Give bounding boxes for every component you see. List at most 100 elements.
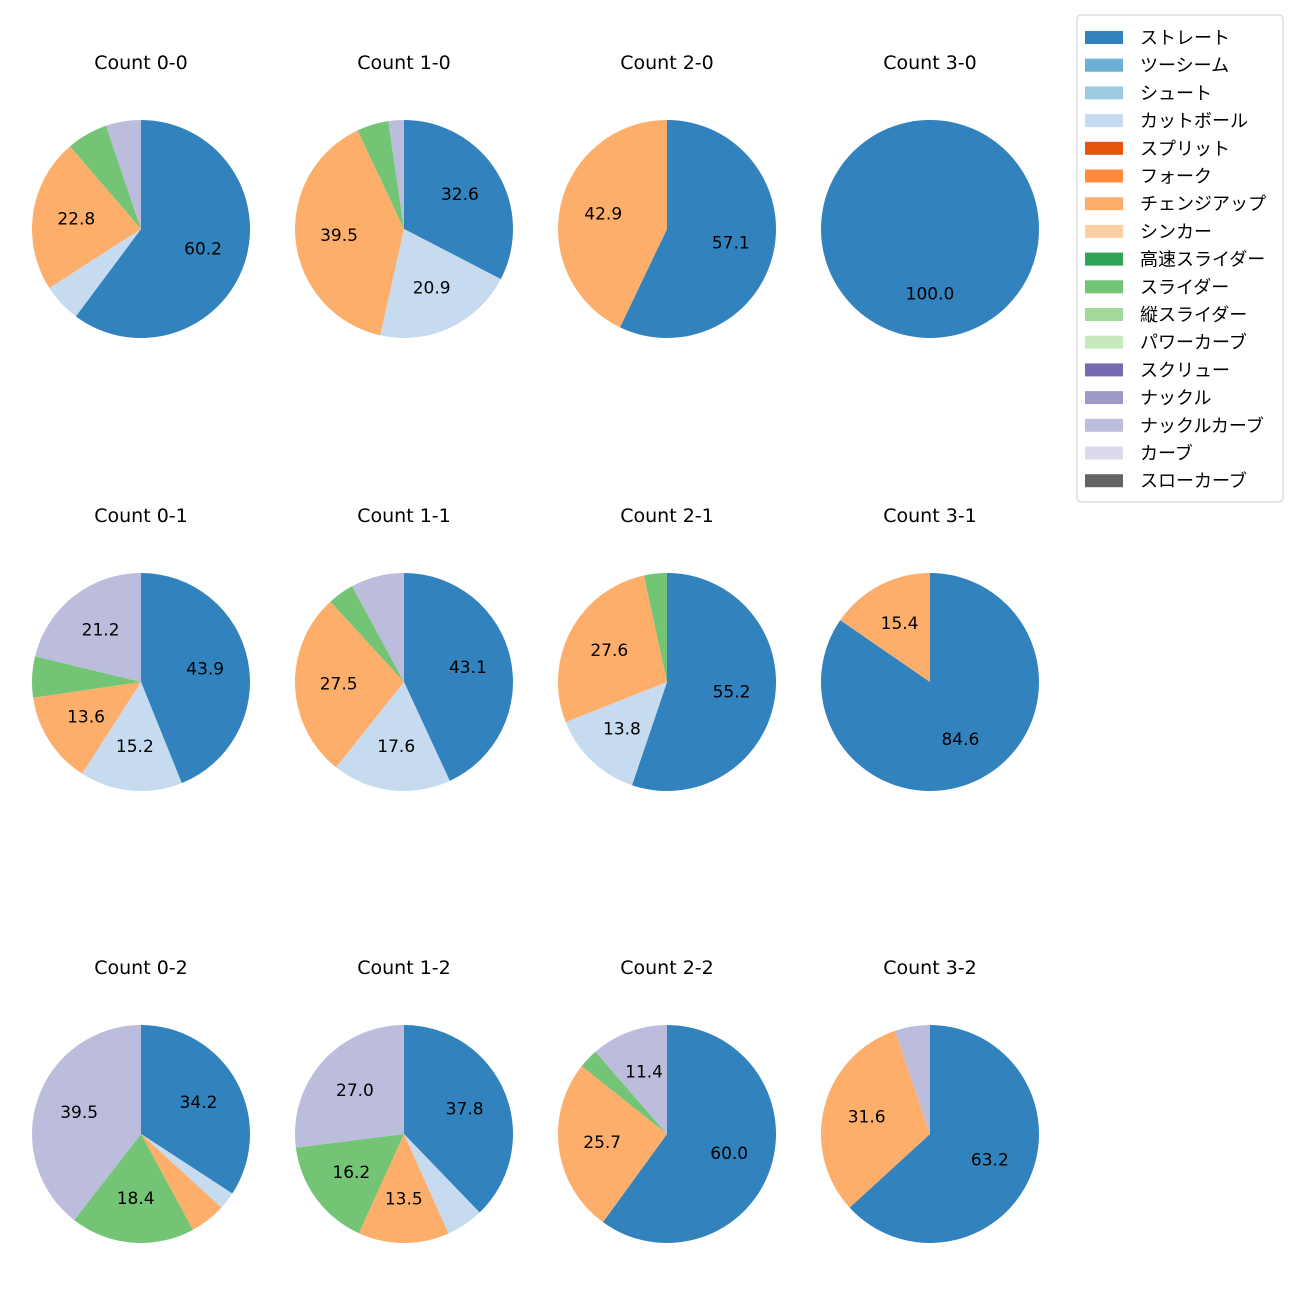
pie-slice bbox=[820, 1030, 930, 1208]
slice-label: 22.8 bbox=[57, 210, 95, 230]
legend-swatch bbox=[1085, 335, 1123, 349]
slice-label: 63.2 bbox=[971, 1150, 1009, 1170]
pie-slice bbox=[82, 682, 182, 791]
pie-slice bbox=[336, 682, 450, 791]
legend-swatch bbox=[1085, 308, 1123, 321]
pie-slice bbox=[558, 120, 667, 328]
slice-label: 43.9 bbox=[186, 660, 224, 680]
legend-label: スプリット bbox=[1140, 139, 1230, 160]
legend-label: カットボール bbox=[1140, 111, 1248, 132]
legend-label: カーブ bbox=[1140, 443, 1193, 465]
legend-label: スクリュー bbox=[1140, 360, 1230, 381]
pie-title: Count 1-2 bbox=[357, 957, 451, 979]
legend-item: 縦スライダー bbox=[1085, 305, 1247, 326]
legend-label: ナックルカーブ bbox=[1140, 415, 1264, 437]
legend-frame bbox=[1076, 14, 1284, 503]
pie-slice bbox=[557, 1066, 667, 1223]
pie-title: Count 2-0 bbox=[620, 52, 714, 74]
legend-swatch bbox=[1085, 418, 1123, 432]
legend-item: ツーシーム bbox=[1085, 56, 1229, 77]
slice-label: 20.9 bbox=[413, 278, 451, 298]
slice-label: 60.2 bbox=[184, 240, 222, 260]
pie-slice bbox=[595, 1025, 667, 1134]
slice-label: 60.0 bbox=[710, 1144, 748, 1164]
pie-title: Count 0-1 bbox=[94, 505, 188, 527]
legend-item: パワーカーブ bbox=[1085, 332, 1247, 354]
pie-title: Count 3-2 bbox=[883, 957, 977, 979]
legend-swatch bbox=[1085, 169, 1123, 183]
pie-slice bbox=[821, 120, 1039, 338]
slice-label: 43.1 bbox=[449, 658, 487, 678]
pie-title: Count 3-0 bbox=[883, 52, 977, 74]
pie-slice bbox=[380, 229, 501, 338]
pie-slice bbox=[141, 573, 250, 784]
legend-item: スライダー bbox=[1085, 277, 1229, 298]
pie-12: Count 3-2 63.2 31.6 bbox=[820, 957, 1039, 1243]
pie-slice bbox=[388, 120, 404, 229]
slice-label: 15.4 bbox=[881, 614, 919, 634]
legend: ストレートツーシームシュートカットボールスプリットフォークチェンジアップシンカー… bbox=[1076, 14, 1284, 503]
pie-slice bbox=[106, 120, 141, 229]
legend-label: ナックル bbox=[1140, 388, 1211, 409]
slice-label: 34.2 bbox=[180, 1093, 218, 1113]
slice-label: 13.5 bbox=[385, 1189, 423, 1209]
pie-slice bbox=[565, 682, 667, 786]
slice-label: 57.1 bbox=[712, 233, 750, 253]
legend-label: 縦スライダー bbox=[1140, 305, 1247, 326]
pie-slice bbox=[602, 1025, 776, 1243]
slice-label: 39.5 bbox=[320, 226, 358, 246]
pie-slice bbox=[632, 573, 776, 791]
pie-slice bbox=[352, 573, 404, 682]
pie-slice bbox=[31, 146, 141, 288]
legend-swatch bbox=[1085, 446, 1123, 460]
pie-slice bbox=[32, 656, 142, 698]
slice-label: 42.9 bbox=[584, 205, 622, 225]
pie-slice bbox=[141, 1025, 250, 1194]
pie-slice bbox=[581, 1051, 667, 1134]
pie-slice bbox=[295, 601, 404, 768]
legend-swatch bbox=[1085, 280, 1123, 294]
legend-item: スプリット bbox=[1085, 139, 1230, 160]
slice-label: 27.6 bbox=[590, 641, 628, 661]
pie-slice bbox=[295, 130, 404, 336]
pie-title: Count 0-2 bbox=[94, 957, 188, 979]
legend-swatch bbox=[1085, 391, 1123, 405]
slice-label: 11.4 bbox=[625, 1063, 663, 1083]
legend-swatch bbox=[1085, 363, 1123, 377]
legend-swatch bbox=[1085, 252, 1123, 266]
pie-title: Count 1-0 bbox=[357, 52, 451, 74]
legend-swatch bbox=[1085, 474, 1123, 488]
pie-slice bbox=[295, 1025, 404, 1148]
slice-label: 84.6 bbox=[941, 730, 979, 750]
slice-label: 27.0 bbox=[336, 1081, 374, 1101]
pie-slice bbox=[357, 121, 404, 229]
pie-slice bbox=[821, 573, 1040, 791]
pie-title: Count 2-1 bbox=[620, 505, 714, 527]
slice-label: 16.2 bbox=[332, 1163, 370, 1183]
pie-slice bbox=[404, 1134, 480, 1234]
legend-swatch bbox=[1085, 31, 1123, 44]
slice-label: 32.6 bbox=[441, 185, 479, 205]
pie-11: Count 2-2 60.0 25.7 11.4 bbox=[557, 957, 776, 1243]
legend-label: チェンジアップ bbox=[1140, 194, 1266, 215]
pie-10: Count 1-2 37.8 13.5 16.2 27.0 bbox=[295, 957, 513, 1243]
pie-slice bbox=[33, 682, 142, 774]
pie-3: Count 2-0 57.1 42.9 bbox=[558, 52, 776, 338]
pie-slice bbox=[295, 1134, 404, 1234]
pie-2: Count 1-0 32.6 20.9 39.5 bbox=[295, 52, 513, 338]
slice-label: 13.8 bbox=[603, 719, 641, 739]
pie-slice bbox=[643, 573, 667, 682]
pie-8: Count 3-1 84.6 15.4 bbox=[821, 505, 1040, 791]
legend-label: スライダー bbox=[1140, 277, 1229, 298]
legend-item: ストレート bbox=[1085, 28, 1230, 49]
slice-label: 27.5 bbox=[320, 674, 358, 694]
slice-label: 37.8 bbox=[446, 1100, 484, 1120]
legend-item: カットボール bbox=[1085, 111, 1248, 132]
slice-label: 17.6 bbox=[377, 737, 415, 757]
pie-slice bbox=[404, 572, 514, 781]
pie-slice bbox=[141, 1134, 222, 1230]
pie-slice bbox=[74, 1134, 193, 1243]
pie-slice bbox=[619, 120, 776, 338]
